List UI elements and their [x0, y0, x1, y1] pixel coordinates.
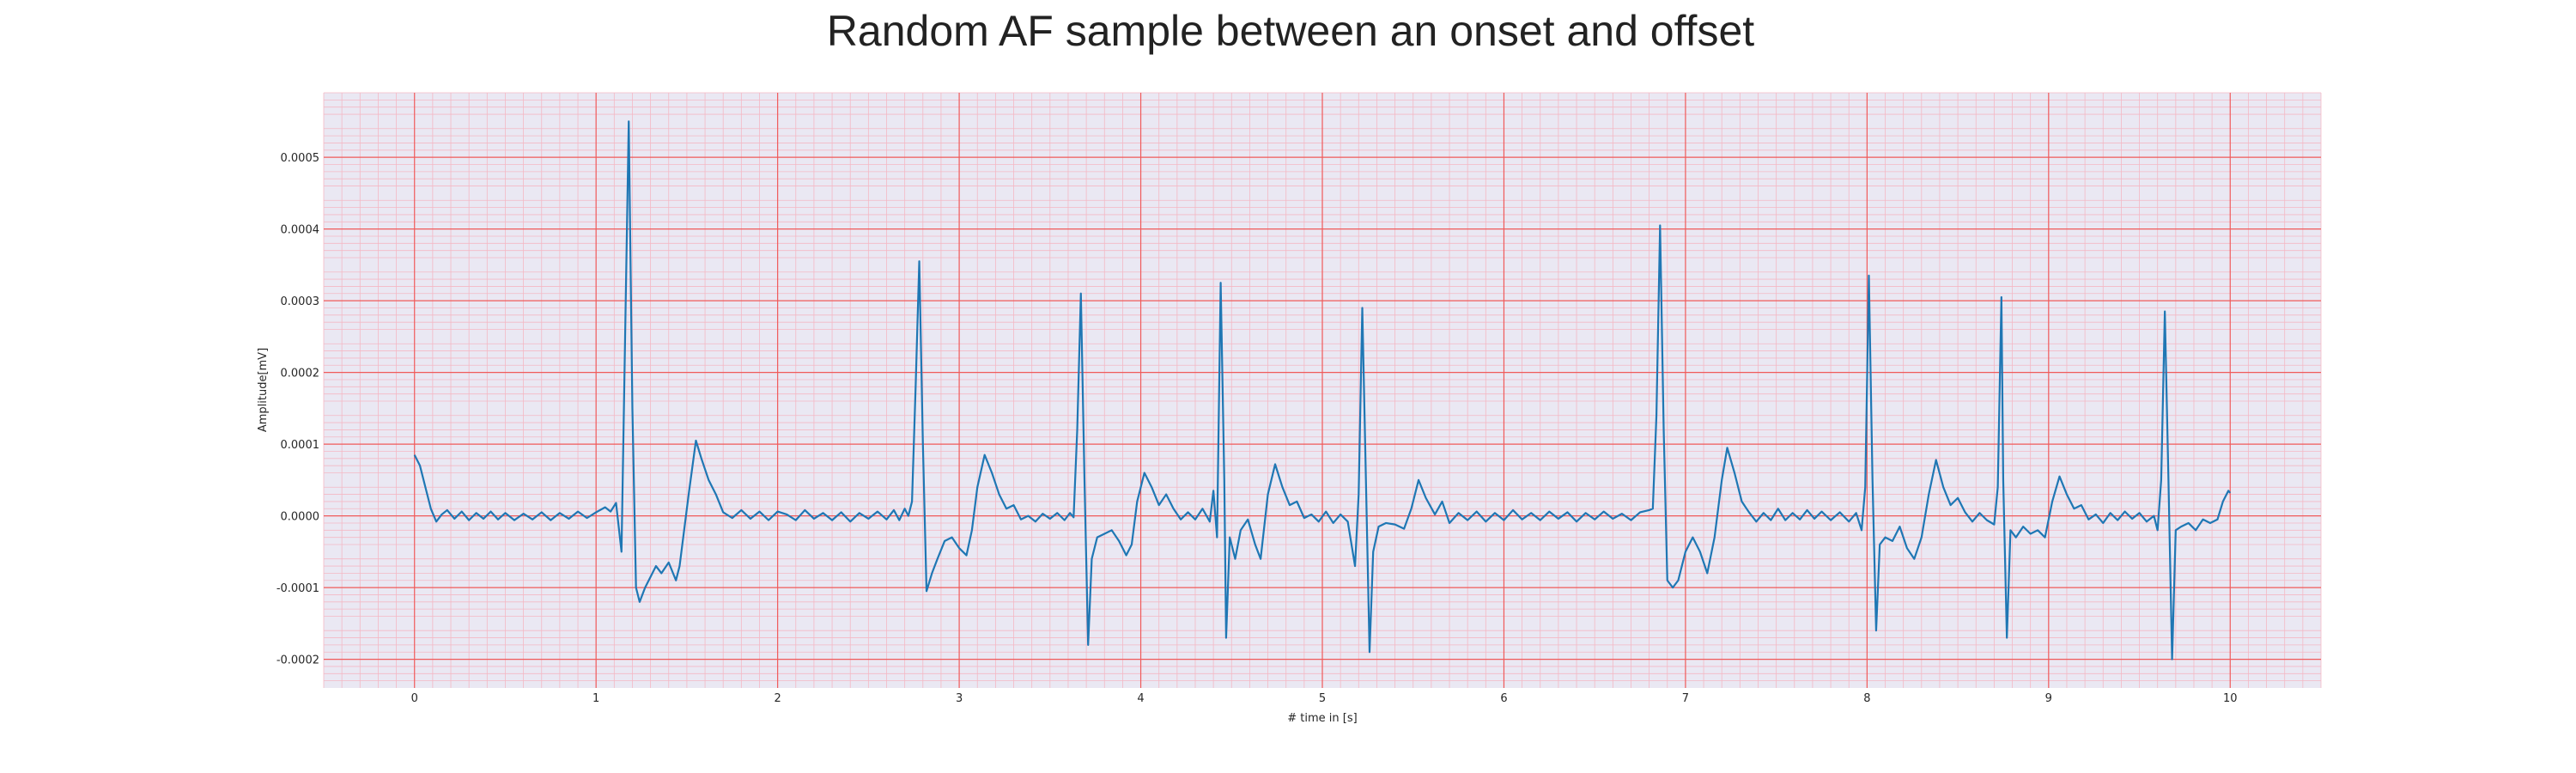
x-axis-label: # time in [s] [1287, 712, 1357, 725]
x-tick-label: 2 [774, 692, 781, 705]
x-tick-label: 7 [1682, 692, 1689, 705]
y-axis-label: Amplitude[mV] [257, 348, 270, 432]
x-tick-labels: 0 1 2 3 4 5 6 7 8 9 10 [411, 692, 2238, 705]
y-tick-labels: -0.0002 -0.0001 0.0000 0.0001 0.0002 0.0003 0.… [276, 152, 319, 666]
x-tick-label: 10 [2223, 692, 2238, 705]
series-group [413, 120, 2232, 660]
y-tick-label: 0.0002 [281, 368, 320, 380]
y-tick-label: -0.0002 [276, 654, 319, 667]
x-tick-label: 5 [1319, 692, 1326, 705]
x-tick-label: 4 [1137, 692, 1144, 705]
x-tick-label: 3 [956, 692, 963, 705]
y-tick-label: 0.0000 [281, 511, 320, 524]
y-tick-label: 0.0001 [281, 439, 320, 452]
x-tick-label: 6 [1500, 692, 1507, 705]
y-tick-label: 0.0005 [281, 152, 320, 165]
x-tick-label: 9 [2045, 692, 2052, 705]
y-tick-label: -0.0001 [276, 582, 319, 595]
x-tick-label: 1 [592, 692, 599, 705]
chart-title: Random AF sample between an onset and of… [827, 7, 1754, 55]
ecg-series-line [413, 120, 2232, 660]
x-tick-label: 8 [1863, 692, 1870, 705]
y-tick-label: 0.0004 [281, 224, 320, 237]
major-grid [324, 93, 2321, 688]
y-tick-label: 0.0003 [281, 295, 320, 308]
x-tick-label: 0 [411, 692, 418, 705]
